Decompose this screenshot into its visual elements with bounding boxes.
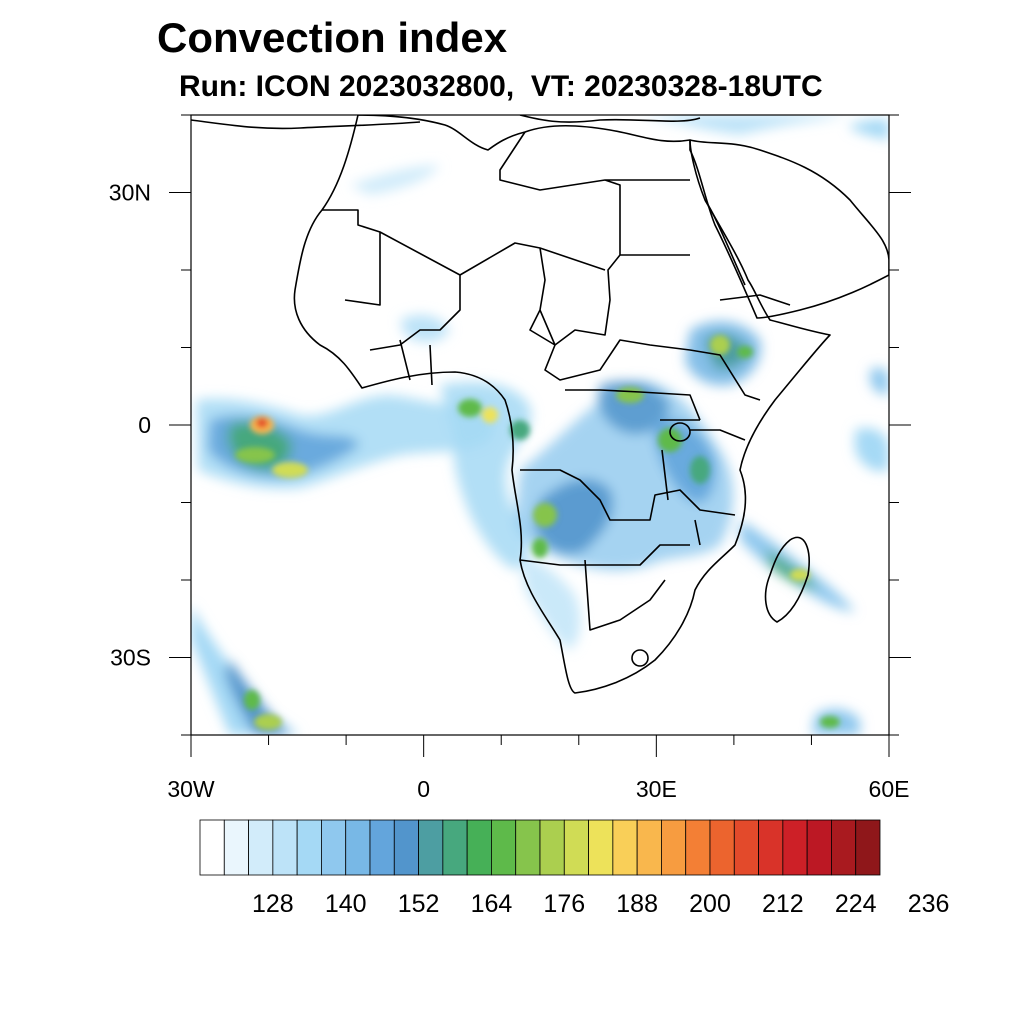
y-axis: 30N 0 30S — [109, 114, 911, 736]
colorbar-swatch — [612, 819, 638, 876]
chart-title: Convection index — [157, 14, 508, 61]
colorbar-label: 128 — [252, 890, 294, 918]
colorbar-swatch — [636, 819, 662, 876]
colorbar-swatch — [272, 819, 298, 876]
colorbar-label: 164 — [471, 890, 513, 918]
colorbar-swatch — [685, 819, 711, 876]
colorbar-swatch — [758, 819, 784, 876]
colorbar-label: 224 — [835, 890, 877, 918]
chart-subtitle: Run: ICON 2023032800, VT: 20230328-18UTC — [179, 70, 823, 103]
colorbar-swatch — [855, 819, 881, 876]
colorbar-swatch — [442, 819, 468, 876]
colorbar-swatch — [321, 819, 347, 876]
colorbar-label: 200 — [689, 890, 731, 918]
colorbar-swatch — [661, 819, 687, 876]
colorbar-swatch — [369, 819, 395, 876]
colorbar-swatch — [223, 819, 249, 876]
x-tick-label: 30E — [636, 776, 677, 802]
x-tick-label: 0 — [417, 776, 430, 802]
colorbar-label: 140 — [325, 890, 367, 918]
colorbar-swatch — [418, 819, 444, 876]
y-tick-label: 0 — [138, 412, 151, 438]
colorbar-label: 236 — [908, 890, 950, 918]
x-tick-label: 60E — [869, 776, 910, 802]
colorbar-swatch — [733, 819, 759, 876]
colorbar-label: 188 — [616, 890, 658, 918]
colorbar-swatch — [393, 819, 419, 876]
coastline — [191, 115, 889, 694]
x-axis: 30W 0 30E 60E — [167, 735, 910, 802]
colorbar-swatch — [491, 819, 517, 876]
colorbar-swatch — [806, 819, 832, 876]
colorbar-swatch — [709, 819, 735, 876]
colorbar-swatch — [782, 819, 808, 876]
colorbar-swatch — [296, 819, 322, 876]
y-tick-label: 30S — [110, 645, 151, 671]
colorbar-swatch — [588, 819, 614, 876]
colorbar-swatch — [199, 819, 225, 876]
colorbar-label: 176 — [543, 890, 585, 918]
colorbar-swatch — [563, 819, 589, 876]
colorbar-swatch — [248, 819, 274, 876]
colorbar-swatch — [466, 819, 492, 876]
colorbar: 128 140 152 164 176 188 200 212 224 236 — [199, 819, 950, 918]
colorbar-label: 212 — [762, 890, 804, 918]
colorbar-swatch — [539, 819, 565, 876]
colorbar-swatch — [831, 819, 857, 876]
colorbar-swatch — [345, 819, 371, 876]
colorbar-label: 152 — [398, 890, 440, 918]
x-tick-label: 30W — [167, 776, 215, 802]
colorbar-swatch — [515, 819, 541, 876]
y-tick-label: 30N — [109, 180, 151, 206]
